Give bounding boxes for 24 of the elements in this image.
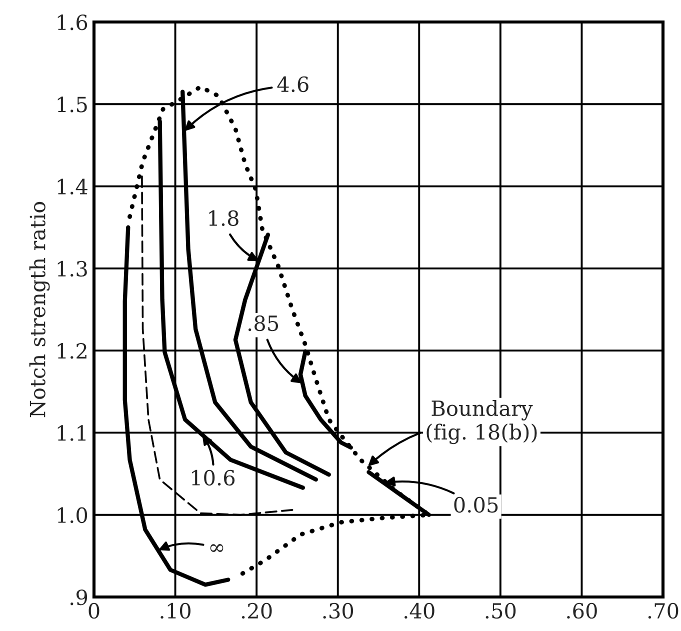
annotation: ∞ xyxy=(210,544,224,552)
annotation: .85 xyxy=(248,315,278,332)
y-tick-label: 1.1 xyxy=(58,425,86,441)
y-tick-label: 1.2 xyxy=(58,343,86,359)
x-tick-label: .70 xyxy=(648,602,678,619)
annotation: 4.6 xyxy=(277,76,308,92)
annotation: 1.8 xyxy=(209,210,238,226)
y-tick-label: 1.0 xyxy=(58,507,88,524)
y-tick-label: 1.5 xyxy=(58,96,87,112)
y-tick-label: 1.4 xyxy=(58,178,88,194)
y-tick-label: .9 xyxy=(70,589,88,606)
x-tick-label: .20 xyxy=(242,602,272,619)
x-tick-label: .60 xyxy=(567,602,597,619)
annotation: 10.6 xyxy=(192,470,235,486)
x-tick-label: 0 xyxy=(88,602,100,619)
x-tick-label: .40 xyxy=(404,602,434,619)
x-tick-label: .10 xyxy=(160,602,190,619)
y-tick-label: 1.6 xyxy=(58,14,88,30)
x-tick-label: .30 xyxy=(323,602,354,619)
y-tick-label: 1.3 xyxy=(58,260,87,277)
annotation: 0.05 xyxy=(454,496,498,513)
y-axis-title: Notch strength ratio xyxy=(29,202,50,418)
annotation: Boundary (fig. 18(b)) xyxy=(426,400,537,444)
x-tick-label: .50 xyxy=(486,602,516,619)
